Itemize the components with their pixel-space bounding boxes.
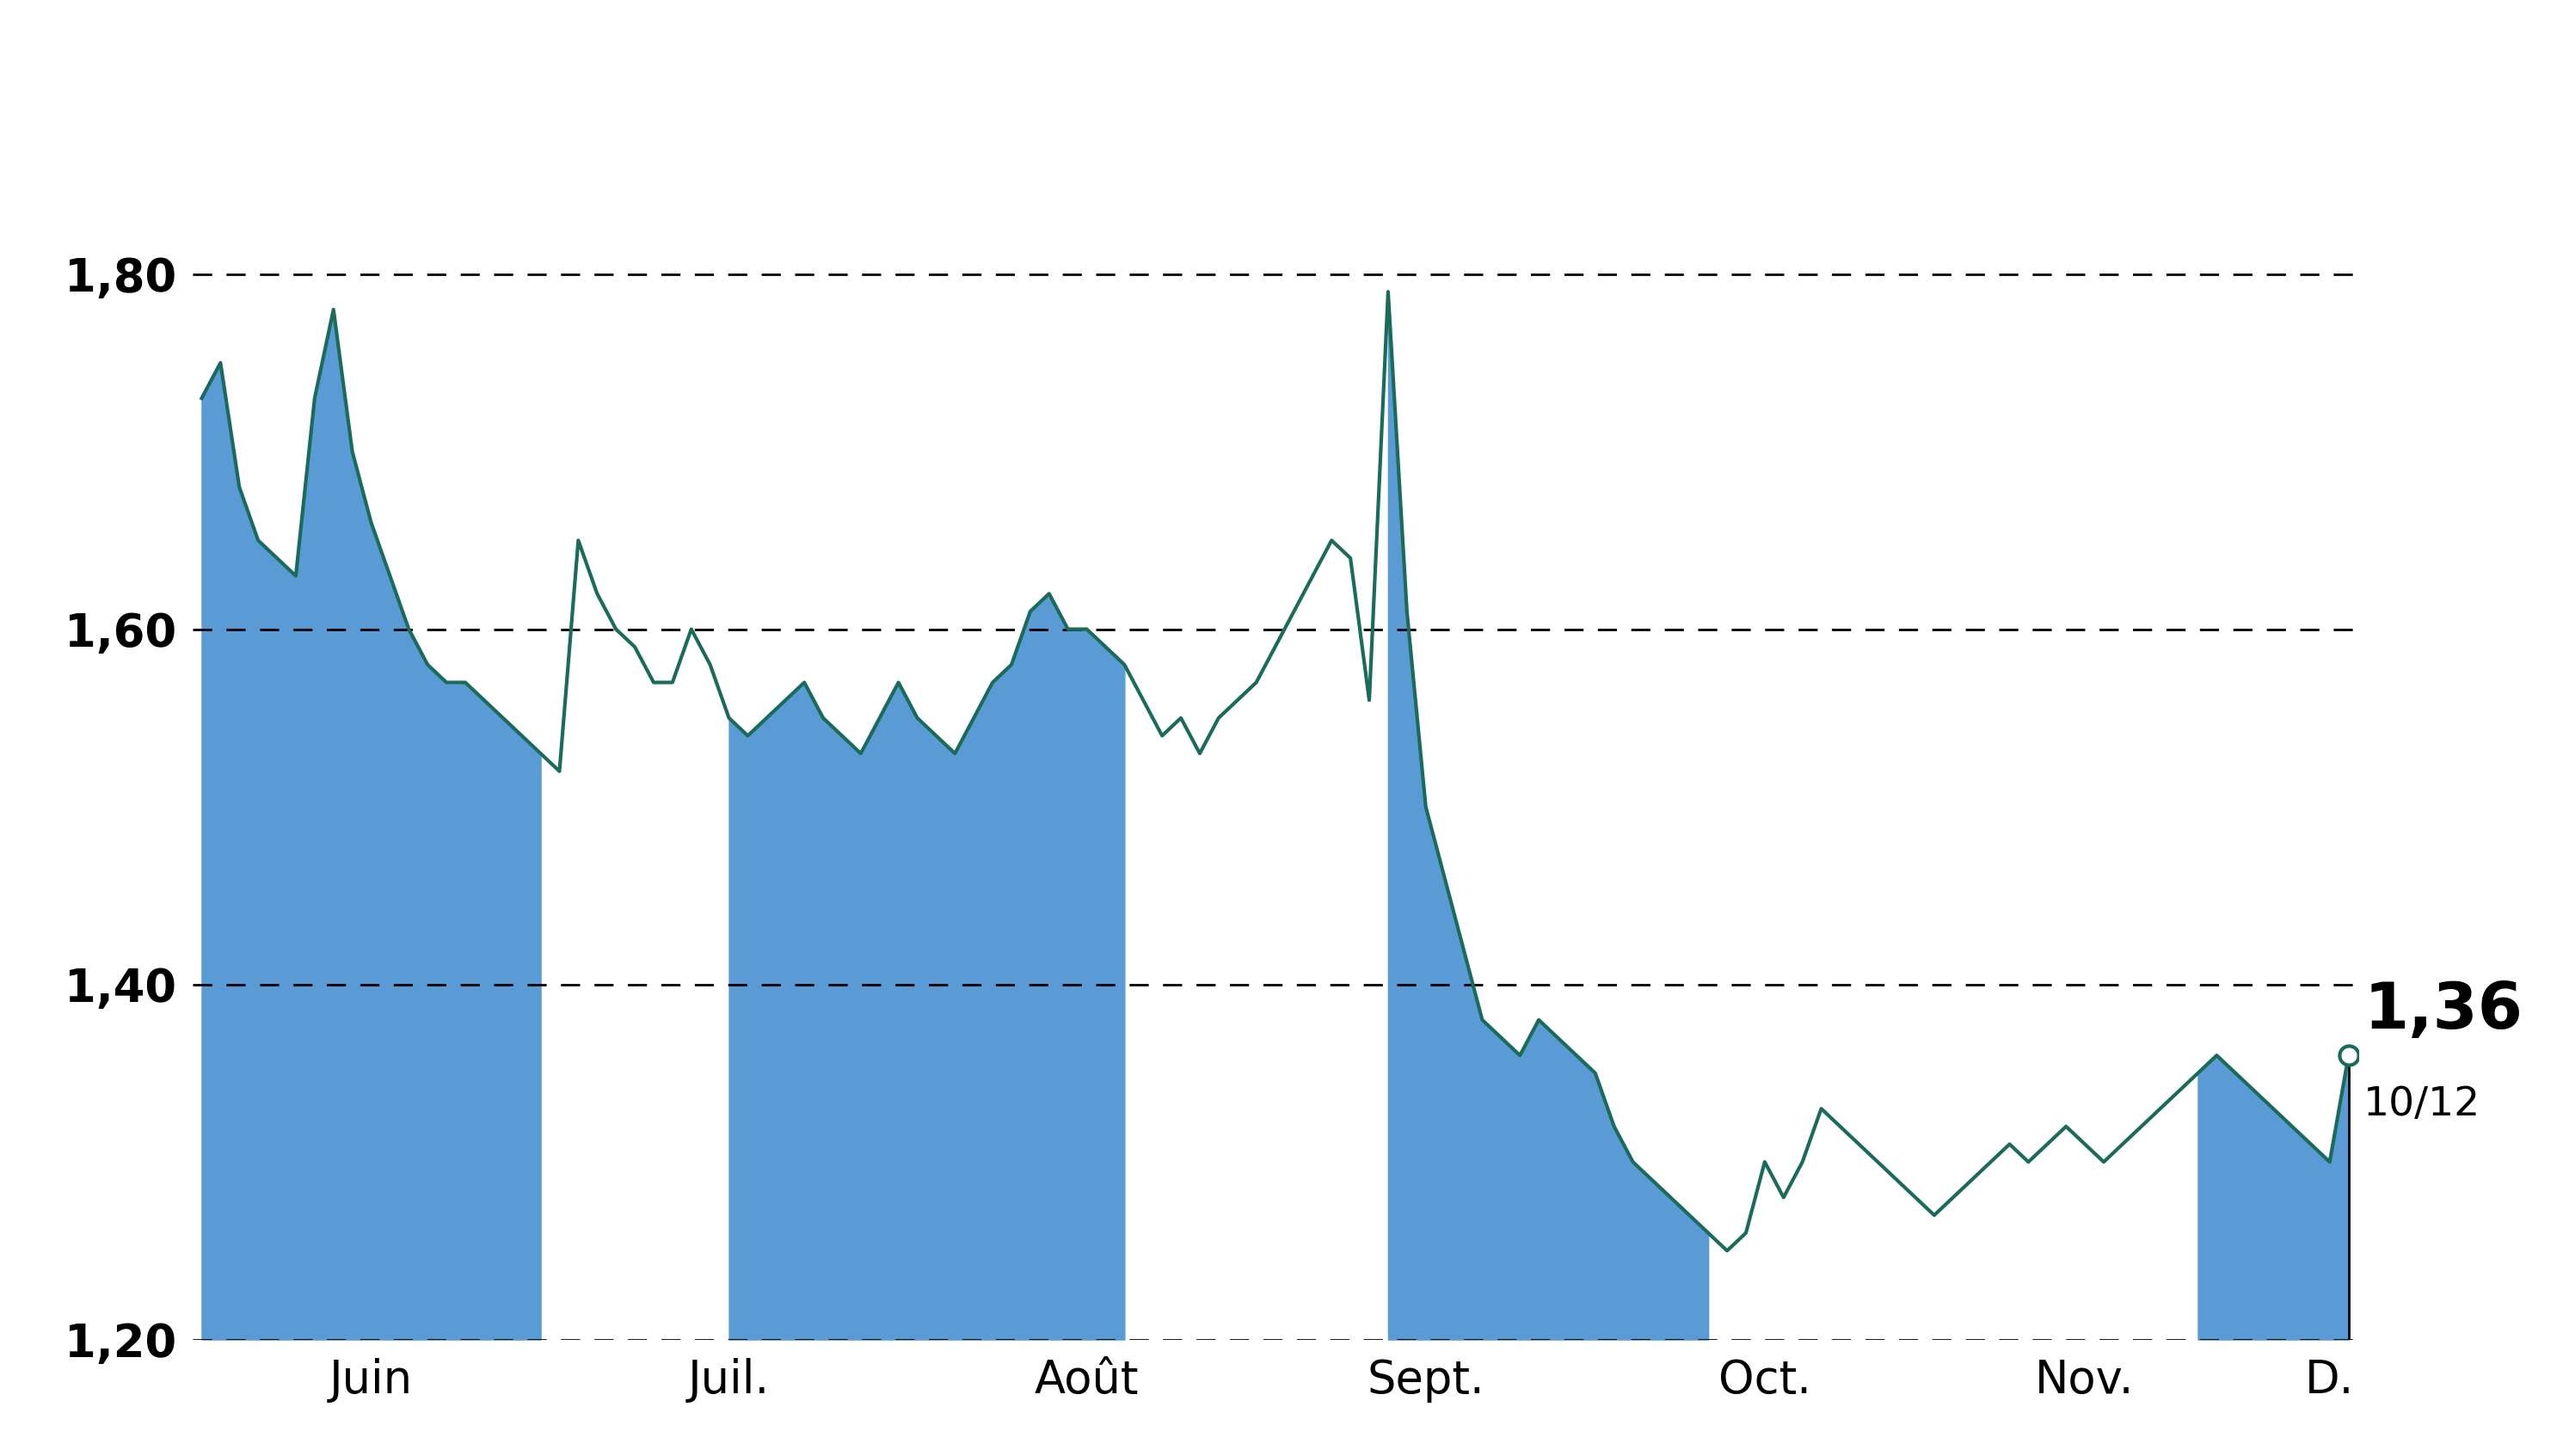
Text: 10/12: 10/12 <box>2363 1086 2481 1124</box>
Text: 1,36: 1,36 <box>2363 980 2522 1042</box>
Text: Network-1 Technologies, Inc.: Network-1 Technologies, Inc. <box>579 35 1984 118</box>
